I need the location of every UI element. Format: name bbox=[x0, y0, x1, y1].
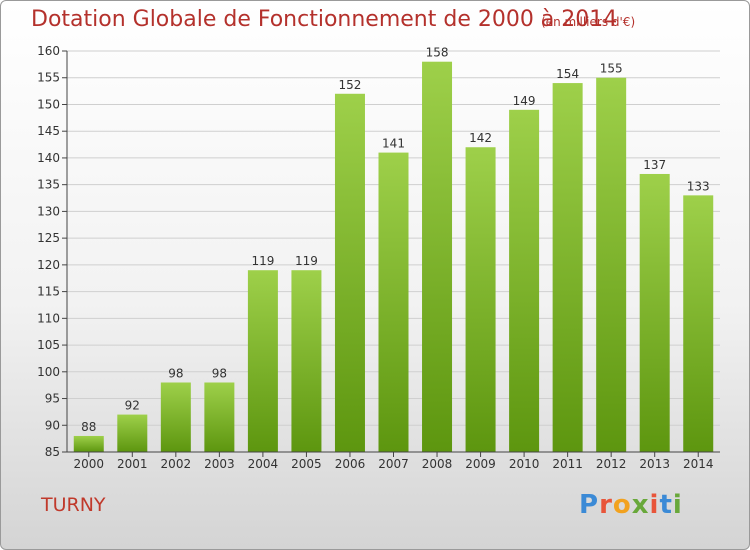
x-tick-label: 2006 bbox=[335, 457, 366, 471]
y-tick-label: 125 bbox=[37, 231, 60, 245]
bar-2005 bbox=[291, 270, 322, 452]
bar-2001 bbox=[117, 414, 148, 452]
bar-2007 bbox=[378, 152, 409, 452]
bars bbox=[73, 61, 714, 453]
bar-2011 bbox=[552, 83, 583, 452]
bar-2012 bbox=[596, 77, 627, 452]
data-label-2002: 98 bbox=[168, 366, 183, 380]
data-label-2013: 137 bbox=[643, 158, 666, 172]
bar-2013 bbox=[639, 173, 670, 452]
brand-letter: t bbox=[659, 490, 673, 520]
chart-title: Dotation Globale de Fonctionnement de 20… bbox=[31, 7, 618, 32]
data-label-2007: 141 bbox=[382, 137, 405, 151]
x-tick-label: 2002 bbox=[161, 457, 192, 471]
chart-unit: (en milliers d'€) bbox=[541, 15, 636, 29]
data-label-2008: 158 bbox=[426, 46, 449, 60]
x-tick-label: 2007 bbox=[378, 457, 409, 471]
x-tick-label: 2003 bbox=[204, 457, 235, 471]
data-label-2006: 152 bbox=[339, 78, 362, 92]
data-label-2012: 155 bbox=[600, 62, 623, 76]
bar-2003 bbox=[204, 382, 235, 452]
y-tick-label: 160 bbox=[37, 44, 60, 58]
data-label-2011: 154 bbox=[556, 67, 579, 81]
x-tick-label: 2009 bbox=[465, 457, 496, 471]
bar-2014 bbox=[683, 195, 714, 453]
brand-logo[interactable]: Proxiti bbox=[579, 490, 683, 520]
y-tick-label: 110 bbox=[37, 311, 60, 325]
brand-letter: o bbox=[612, 490, 632, 520]
x-tick-label: 2011 bbox=[552, 457, 583, 471]
x-tick-label: 2000 bbox=[73, 457, 104, 471]
y-tick-label: 130 bbox=[37, 204, 60, 218]
bar-2000 bbox=[73, 435, 104, 452]
brand-letter: r bbox=[599, 490, 613, 520]
data-label-2010: 149 bbox=[513, 94, 536, 108]
data-labels: 88 92 98 98 119 119 152 141 158 142 149 154 155 137 13… bbox=[81, 46, 710, 434]
data-label-2005: 119 bbox=[295, 254, 318, 268]
data-label-2000: 88 bbox=[81, 420, 96, 434]
x-tick-label: 2013 bbox=[639, 457, 670, 471]
y-tick-label: 115 bbox=[37, 285, 60, 299]
y-tick-label: 155 bbox=[37, 71, 60, 85]
bar-2009 bbox=[465, 147, 496, 453]
x-tick-label: 2005 bbox=[291, 457, 322, 471]
data-label-2003: 98 bbox=[212, 366, 227, 380]
y-tick-label: 90 bbox=[45, 418, 60, 432]
bar-2004 bbox=[247, 270, 278, 452]
y-tick-label: 145 bbox=[37, 124, 60, 138]
bar-2006 bbox=[334, 93, 365, 453]
data-label-2004: 119 bbox=[251, 254, 274, 268]
y-tick-label: 95 bbox=[45, 392, 60, 406]
y-tick-label: 105 bbox=[37, 338, 60, 352]
y-tick-label: 140 bbox=[37, 151, 60, 165]
x-tick-label: 2012 bbox=[596, 457, 627, 471]
brand-letter: i bbox=[672, 490, 683, 520]
bar-2010 bbox=[509, 109, 540, 453]
x-tick-label: 2014 bbox=[683, 457, 714, 471]
y-tick-label: 120 bbox=[37, 258, 60, 272]
data-label-2009: 142 bbox=[469, 131, 492, 145]
x-tick-label: 2010 bbox=[509, 457, 540, 471]
x-tick-label: 2004 bbox=[248, 457, 279, 471]
axes: 85 90 95 100 105 110 115 120 125 130 135 140 145 150 1… bbox=[37, 44, 720, 471]
bar-2002 bbox=[160, 382, 191, 452]
data-label-2014: 133 bbox=[687, 179, 710, 193]
brand-letter: P bbox=[579, 490, 600, 520]
data-label-2001: 92 bbox=[125, 399, 140, 413]
bar-2008 bbox=[422, 61, 453, 453]
brand-letter: x bbox=[631, 490, 650, 520]
y-tick-label: 85 bbox=[45, 445, 60, 459]
x-tick-label: 2008 bbox=[422, 457, 453, 471]
x-tick-label: 2001 bbox=[117, 457, 148, 471]
brand-letter: i bbox=[649, 490, 660, 520]
y-tick-label: 135 bbox=[37, 178, 60, 192]
place-name: TURNY bbox=[41, 494, 106, 516]
y-tick-label: 100 bbox=[37, 365, 60, 379]
y-tick-label: 150 bbox=[37, 97, 60, 111]
